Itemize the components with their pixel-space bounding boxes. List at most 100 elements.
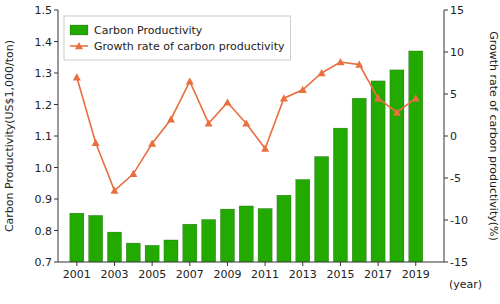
y2-tick xyxy=(444,220,448,221)
marker xyxy=(92,139,100,146)
y-tick-label: 1.0 xyxy=(35,162,53,175)
y-tick-label: 1.2 xyxy=(35,99,53,112)
bar xyxy=(89,215,103,262)
x-tick xyxy=(189,262,190,266)
y-tick-label: 1.1 xyxy=(35,130,53,143)
y-tick xyxy=(54,41,58,42)
x-tick-label: 2017 xyxy=(364,268,392,281)
marker xyxy=(412,94,420,101)
bar xyxy=(277,195,291,262)
y-tick xyxy=(54,10,58,11)
y2-tick-label: -5 xyxy=(450,172,461,185)
y2-tick-label: -10 xyxy=(450,214,468,227)
y-tick xyxy=(54,167,58,168)
bar xyxy=(390,70,404,262)
y2-tick xyxy=(444,94,448,95)
line xyxy=(77,62,416,191)
marker xyxy=(299,86,307,93)
x-tick xyxy=(114,262,115,266)
legend: Carbon Productivity Growth rate of carbon… xyxy=(64,16,291,60)
marker xyxy=(393,108,401,115)
bar xyxy=(202,219,216,262)
x-tick-label: 2013 xyxy=(289,268,317,281)
y2-tick-label: 15 xyxy=(450,4,464,17)
y2-tick xyxy=(444,136,448,137)
bar xyxy=(371,81,385,262)
x-tick xyxy=(265,262,266,266)
y2-tick-label: -15 xyxy=(450,256,468,269)
x-axis-label: (year) xyxy=(449,278,482,291)
marker xyxy=(223,98,231,105)
bar xyxy=(145,245,159,262)
x-tick-label: 2019 xyxy=(402,268,430,281)
y-tick-label: 1.4 xyxy=(35,36,53,49)
y-tick xyxy=(54,230,58,231)
marker xyxy=(186,77,194,84)
marker xyxy=(110,187,118,194)
bar xyxy=(258,208,272,262)
y-tick-label: 1.3 xyxy=(35,67,53,80)
marker xyxy=(73,73,81,80)
x-tick-label: 2005 xyxy=(138,268,166,281)
y2-axis-label: Growth rate of carbon productivity(%) xyxy=(487,31,500,241)
y-tick xyxy=(54,136,58,137)
x-tick-label: 2009 xyxy=(213,268,241,281)
bar xyxy=(296,179,310,262)
marker xyxy=(336,58,344,65)
bar xyxy=(107,232,121,262)
x-tick-label: 2011 xyxy=(251,268,279,281)
marker xyxy=(280,94,288,101)
marker xyxy=(261,145,269,152)
marker xyxy=(205,119,213,126)
x-tick xyxy=(415,262,416,266)
bar xyxy=(220,209,234,262)
marker xyxy=(374,94,382,101)
legend-label: Carbon Productivity xyxy=(94,24,203,37)
plot-area xyxy=(70,51,423,262)
bar xyxy=(70,213,84,262)
y-tick xyxy=(54,199,58,200)
x-tick-label: 2001 xyxy=(63,268,91,281)
legend-marker xyxy=(75,42,83,49)
y-tick-label: 0.8 xyxy=(35,225,53,238)
bar xyxy=(126,243,140,262)
y2-tick-label: 10 xyxy=(450,46,464,59)
y-tick-label: 0.9 xyxy=(35,193,53,206)
y-tick xyxy=(54,104,58,105)
x-tick-label: 2003 xyxy=(100,268,128,281)
y2-tick xyxy=(444,52,448,53)
x-tick xyxy=(302,262,303,266)
marker xyxy=(318,69,326,76)
y2-tick-label: 5 xyxy=(450,88,457,101)
legend-swatch xyxy=(70,25,88,35)
bar xyxy=(352,98,366,262)
x-axis-line xyxy=(58,262,444,263)
bar xyxy=(333,128,347,262)
y-axis-label: Carbon Productivity(US$1,000/ton) xyxy=(3,40,16,232)
y-tick xyxy=(54,73,58,74)
x-tick xyxy=(76,262,77,266)
x-tick xyxy=(227,262,228,266)
x-tick xyxy=(152,262,153,266)
y-tick-label: 1.5 xyxy=(35,4,53,17)
marker xyxy=(129,170,137,177)
bar xyxy=(239,206,253,262)
y2-tick xyxy=(444,262,448,263)
marker xyxy=(148,140,156,147)
bar xyxy=(315,156,329,262)
y2-tick xyxy=(444,178,448,179)
x-tick xyxy=(378,262,379,266)
legend-box xyxy=(64,16,291,60)
y-tick-label: 0.7 xyxy=(35,256,53,269)
marker xyxy=(242,119,250,126)
y-tick xyxy=(54,262,58,263)
x-tick xyxy=(340,262,341,266)
x-tick-label: 2015 xyxy=(326,268,354,281)
legend-label: Growth rate of carbon productivity xyxy=(94,40,285,53)
bar xyxy=(409,51,423,262)
y2-tick xyxy=(444,10,448,11)
marker xyxy=(167,115,175,122)
x-tick-label: 2007 xyxy=(176,268,204,281)
marker xyxy=(355,61,363,68)
y2-tick-label: 0 xyxy=(450,130,457,143)
